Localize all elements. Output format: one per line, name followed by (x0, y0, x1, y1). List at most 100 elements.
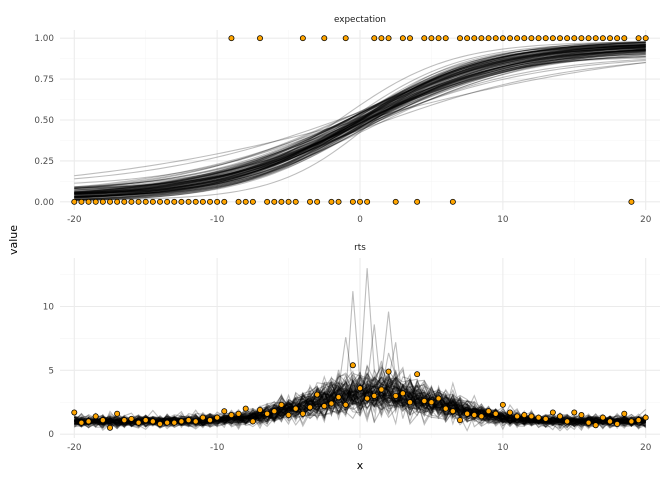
posterior-draw-line (74, 46, 646, 201)
observed-point (307, 404, 313, 411)
y-axis-title: value (7, 225, 20, 255)
observed-point (371, 392, 378, 399)
posterior-draw-line (74, 47, 646, 191)
posterior-draw-line (74, 49, 646, 195)
observed-point (499, 401, 506, 408)
posterior-draw-line (74, 50, 646, 189)
observed-point (99, 198, 106, 205)
observed-point (521, 35, 528, 42)
observed-point (228, 412, 235, 418)
posterior-draw-line (74, 49, 646, 200)
posterior-draw-line (74, 45, 646, 191)
observed-point (392, 392, 399, 399)
observed-point (164, 419, 171, 426)
observed-point (428, 399, 435, 406)
observed-point (114, 198, 121, 205)
observed-point (135, 419, 142, 426)
observed-point (207, 198, 213, 205)
observed-point (414, 371, 421, 378)
posterior-draw-line (74, 44, 646, 194)
posterior-draw-line (74, 49, 646, 197)
observed-point (449, 408, 456, 415)
y-tick-label: 0.00 (34, 198, 54, 208)
posterior-draw-line (74, 388, 647, 431)
facet-title-expectation: expectation (334, 15, 386, 25)
posterior-draw-line (74, 382, 647, 428)
observed-point (464, 35, 471, 42)
posterior-draw-line (74, 48, 646, 198)
observed-point (378, 386, 385, 393)
posterior-draw-line (74, 59, 646, 195)
observed-point (464, 410, 471, 417)
x-axis-title: x (357, 459, 364, 472)
observed-point (299, 410, 306, 417)
observed-point (442, 405, 449, 412)
observed-point (92, 413, 99, 420)
posterior-draw-line (74, 52, 646, 196)
posterior-draw-line (74, 47, 646, 199)
observed-point (114, 410, 121, 417)
observed-point (278, 401, 285, 408)
observed-point (621, 410, 628, 417)
posterior-draw-line (74, 386, 646, 426)
observed-point (549, 409, 556, 416)
observed-point (107, 198, 113, 205)
observed-point (271, 198, 278, 205)
x-tick-label: 10 (497, 443, 509, 453)
posterior-draw-line (73, 390, 646, 427)
y-tick-labels-rts: 0 5 10 (43, 303, 55, 441)
observed-point (492, 410, 499, 417)
posterior-draw-line (74, 50, 646, 196)
observed-point (592, 35, 599, 42)
observed-point (449, 198, 456, 205)
observed-point (485, 35, 492, 42)
posterior-draw-line (74, 53, 646, 198)
posterior-draw-line (74, 45, 646, 199)
posterior-draw-line (74, 391, 646, 430)
posterior-draw-line (74, 51, 646, 200)
y-tick-label: 0.25 (34, 157, 54, 167)
observed-point (385, 35, 392, 42)
observed-point (607, 35, 613, 42)
observed-point (292, 198, 299, 205)
posterior-draw-line (74, 376, 646, 429)
observed-point (207, 417, 213, 424)
observed-point (235, 410, 242, 417)
x-tick-labels-expectation: -20 -10 0 10 20 (67, 215, 652, 225)
posterior-draw-line (74, 49, 646, 194)
observed-point (557, 413, 563, 420)
observed-point (335, 198, 342, 205)
posterior-draw-line (74, 42, 646, 199)
observed-point (121, 417, 128, 424)
posterior-draw-line (74, 44, 646, 197)
posterior-draw-line (74, 46, 646, 195)
observed-point (357, 385, 363, 392)
posterior-draws-rts (73, 268, 647, 432)
observed-point (628, 198, 635, 205)
observed-point (407, 35, 413, 42)
posterior-draw-line (74, 44, 646, 188)
posterior-draw-line (74, 380, 646, 428)
posterior-draw-line (74, 44, 646, 198)
posterior-draw-line (74, 46, 646, 201)
observed-point (285, 412, 292, 418)
posterior-draw-line (74, 50, 646, 188)
observed-point (164, 198, 171, 205)
x-tick-label: 0 (357, 215, 363, 225)
posterior-draw-line (74, 45, 646, 195)
observed-point (378, 35, 385, 42)
posterior-draw-line (74, 44, 646, 196)
observed-point (635, 417, 642, 424)
observed-point (235, 198, 242, 205)
x-tick-label: -20 (67, 443, 82, 453)
observed-point (642, 35, 649, 42)
posterior-draw-line (74, 43, 646, 189)
posterior-draw-line (74, 56, 646, 200)
observed-point (507, 409, 513, 416)
posterior-draw-line (73, 378, 646, 429)
y-tick-label: 1.00 (34, 34, 54, 44)
observed-point (485, 408, 492, 415)
x-tick-label: -10 (210, 215, 225, 225)
observed-point (478, 413, 485, 420)
observed-point (557, 35, 563, 42)
